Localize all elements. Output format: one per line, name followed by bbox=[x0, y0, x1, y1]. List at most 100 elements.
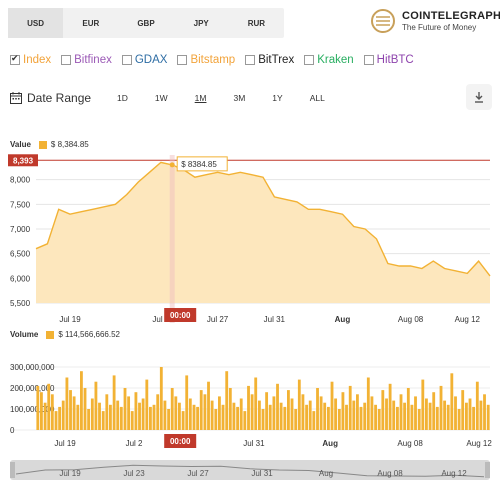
price-ytick-label: 5,500 bbox=[10, 299, 31, 308]
brand-logo[interactable]: COINTELEGRAPH The Future of Money bbox=[370, 8, 500, 34]
volume-bar bbox=[425, 398, 428, 430]
volume-bar bbox=[170, 388, 174, 430]
volume-bar bbox=[65, 377, 69, 430]
volume-bar bbox=[109, 404, 112, 430]
price-xtick-label: Aug 12 bbox=[455, 315, 481, 324]
volume-bar bbox=[258, 400, 261, 430]
price-xtick-label: Aug bbox=[335, 315, 351, 324]
checkbox-icon[interactable] bbox=[304, 55, 315, 65]
volume-xtick-label: Jul 19 bbox=[54, 439, 76, 448]
price-legend-value: $ 8,384.85 bbox=[50, 140, 89, 149]
download-icon bbox=[475, 92, 483, 103]
exchange-gdax[interactable]: GDAX bbox=[121, 54, 167, 66]
price-legend: Value $ 8,384.85 bbox=[10, 140, 89, 149]
range-1w-button[interactable]: 1W bbox=[154, 93, 168, 103]
volume-bar bbox=[192, 404, 196, 430]
volume-bar bbox=[385, 398, 388, 430]
range-1m-button[interactable]: 1M bbox=[194, 93, 207, 103]
date-range-label: Date Range bbox=[27, 91, 92, 105]
volume-bar bbox=[90, 398, 94, 430]
volume-bar bbox=[435, 406, 439, 430]
range-1d-button[interactable]: 1D bbox=[117, 93, 128, 103]
cointelegraph-logo-icon bbox=[371, 9, 395, 33]
currency-gbp-button[interactable]: GBP bbox=[137, 18, 155, 28]
volume-bar bbox=[178, 402, 181, 430]
checkbox-icon[interactable] bbox=[61, 55, 72, 65]
exchange-bitstamp[interactable]: Bitstamp bbox=[177, 54, 235, 66]
volume-bar bbox=[247, 385, 250, 430]
exchange-index[interactable]: Index bbox=[10, 53, 51, 66]
volume-bar bbox=[145, 379, 149, 430]
volume-bar bbox=[87, 409, 91, 430]
volume-bar bbox=[163, 400, 167, 430]
volume-bar bbox=[294, 409, 298, 430]
checkbox-icon[interactable] bbox=[121, 55, 132, 65]
volume-bar bbox=[58, 406, 62, 430]
volume-bar bbox=[450, 373, 454, 430]
volume-bar bbox=[421, 379, 425, 430]
volume-bar bbox=[116, 400, 120, 430]
volume-bar bbox=[410, 404, 414, 430]
volume-bar bbox=[221, 404, 225, 430]
range-all-button[interactable]: ALL bbox=[309, 93, 325, 103]
exchange-label: Kraken bbox=[317, 54, 354, 66]
volume-bar bbox=[265, 392, 269, 430]
volume-bar bbox=[461, 390, 465, 430]
range-3m-button[interactable]: 3M bbox=[233, 93, 246, 103]
currency-usd-button[interactable]: USD bbox=[8, 8, 64, 38]
volume-bar bbox=[305, 404, 309, 430]
volume-bar bbox=[308, 400, 312, 430]
volume-bar bbox=[268, 404, 272, 430]
range-1y-button[interactable]: 1Y bbox=[272, 93, 283, 103]
exchange-kraken[interactable]: Kraken bbox=[304, 54, 354, 66]
checkbox-icon[interactable] bbox=[363, 55, 374, 65]
currency-selector: USD EUR GBP JPY RUR bbox=[8, 8, 284, 38]
volume-bar bbox=[181, 411, 185, 430]
price-xtick-label: Jul 19 bbox=[59, 315, 81, 324]
volume-legend-swatch bbox=[46, 330, 55, 339]
volume-bar bbox=[134, 392, 138, 430]
navigator-xtick-label: Jul 19 bbox=[59, 469, 81, 478]
volume-bar bbox=[36, 385, 40, 430]
price-ytick-label: 6,500 bbox=[10, 250, 31, 259]
volume-bar bbox=[323, 402, 327, 430]
brand-name: COINTELEGRAPH bbox=[402, 10, 500, 22]
volume-bar bbox=[330, 381, 334, 430]
volume-bar bbox=[341, 392, 345, 430]
checkbox-icon[interactable] bbox=[10, 53, 20, 65]
exchange-hitbtc[interactable]: HitBTC bbox=[363, 54, 414, 66]
navigator-line bbox=[15, 464, 485, 478]
checkbox-icon[interactable] bbox=[245, 55, 256, 65]
navigator-left-handle[interactable] bbox=[10, 462, 15, 478]
volume-bar bbox=[359, 406, 363, 430]
currency-jpy-button[interactable]: JPY bbox=[193, 18, 209, 28]
volume-bar bbox=[348, 385, 352, 430]
volume-bar bbox=[76, 404, 80, 430]
volume-bar bbox=[356, 394, 359, 430]
volume-bar bbox=[43, 402, 47, 430]
volume-bar bbox=[218, 396, 221, 430]
navigator-track[interactable] bbox=[10, 460, 490, 480]
calendar-icon bbox=[10, 92, 22, 104]
date-range-bar: Date Range 1D 1W 1M 3M 1Y ALL bbox=[10, 84, 492, 110]
volume-legend-label: Volume bbox=[10, 330, 39, 339]
navigator-right-handle[interactable] bbox=[485, 462, 490, 478]
volume-bar bbox=[312, 411, 316, 430]
volume-bar bbox=[123, 388, 127, 430]
volume-bar bbox=[370, 396, 374, 430]
price-xtick-label: Jul 31 bbox=[264, 315, 286, 324]
currency-rur-button[interactable]: RUR bbox=[247, 18, 266, 28]
volume-bar bbox=[337, 409, 341, 430]
download-button[interactable] bbox=[466, 84, 492, 110]
crosshair-point bbox=[169, 162, 175, 168]
exchange-bitfinex[interactable]: Bitfinex bbox=[61, 54, 112, 66]
volume-ytick-label: 200,000,000 bbox=[10, 384, 55, 393]
currency-eur-button[interactable]: EUR bbox=[82, 18, 100, 28]
volume-crosshair-date-label: 00:00 bbox=[170, 437, 191, 446]
checkbox-icon[interactable] bbox=[177, 55, 188, 65]
exchange-bittrex[interactable]: BitTrex bbox=[245, 54, 294, 66]
volume-bar bbox=[486, 404, 490, 430]
price-ytick-label: 7,500 bbox=[10, 200, 31, 209]
volume-bar bbox=[388, 383, 392, 430]
